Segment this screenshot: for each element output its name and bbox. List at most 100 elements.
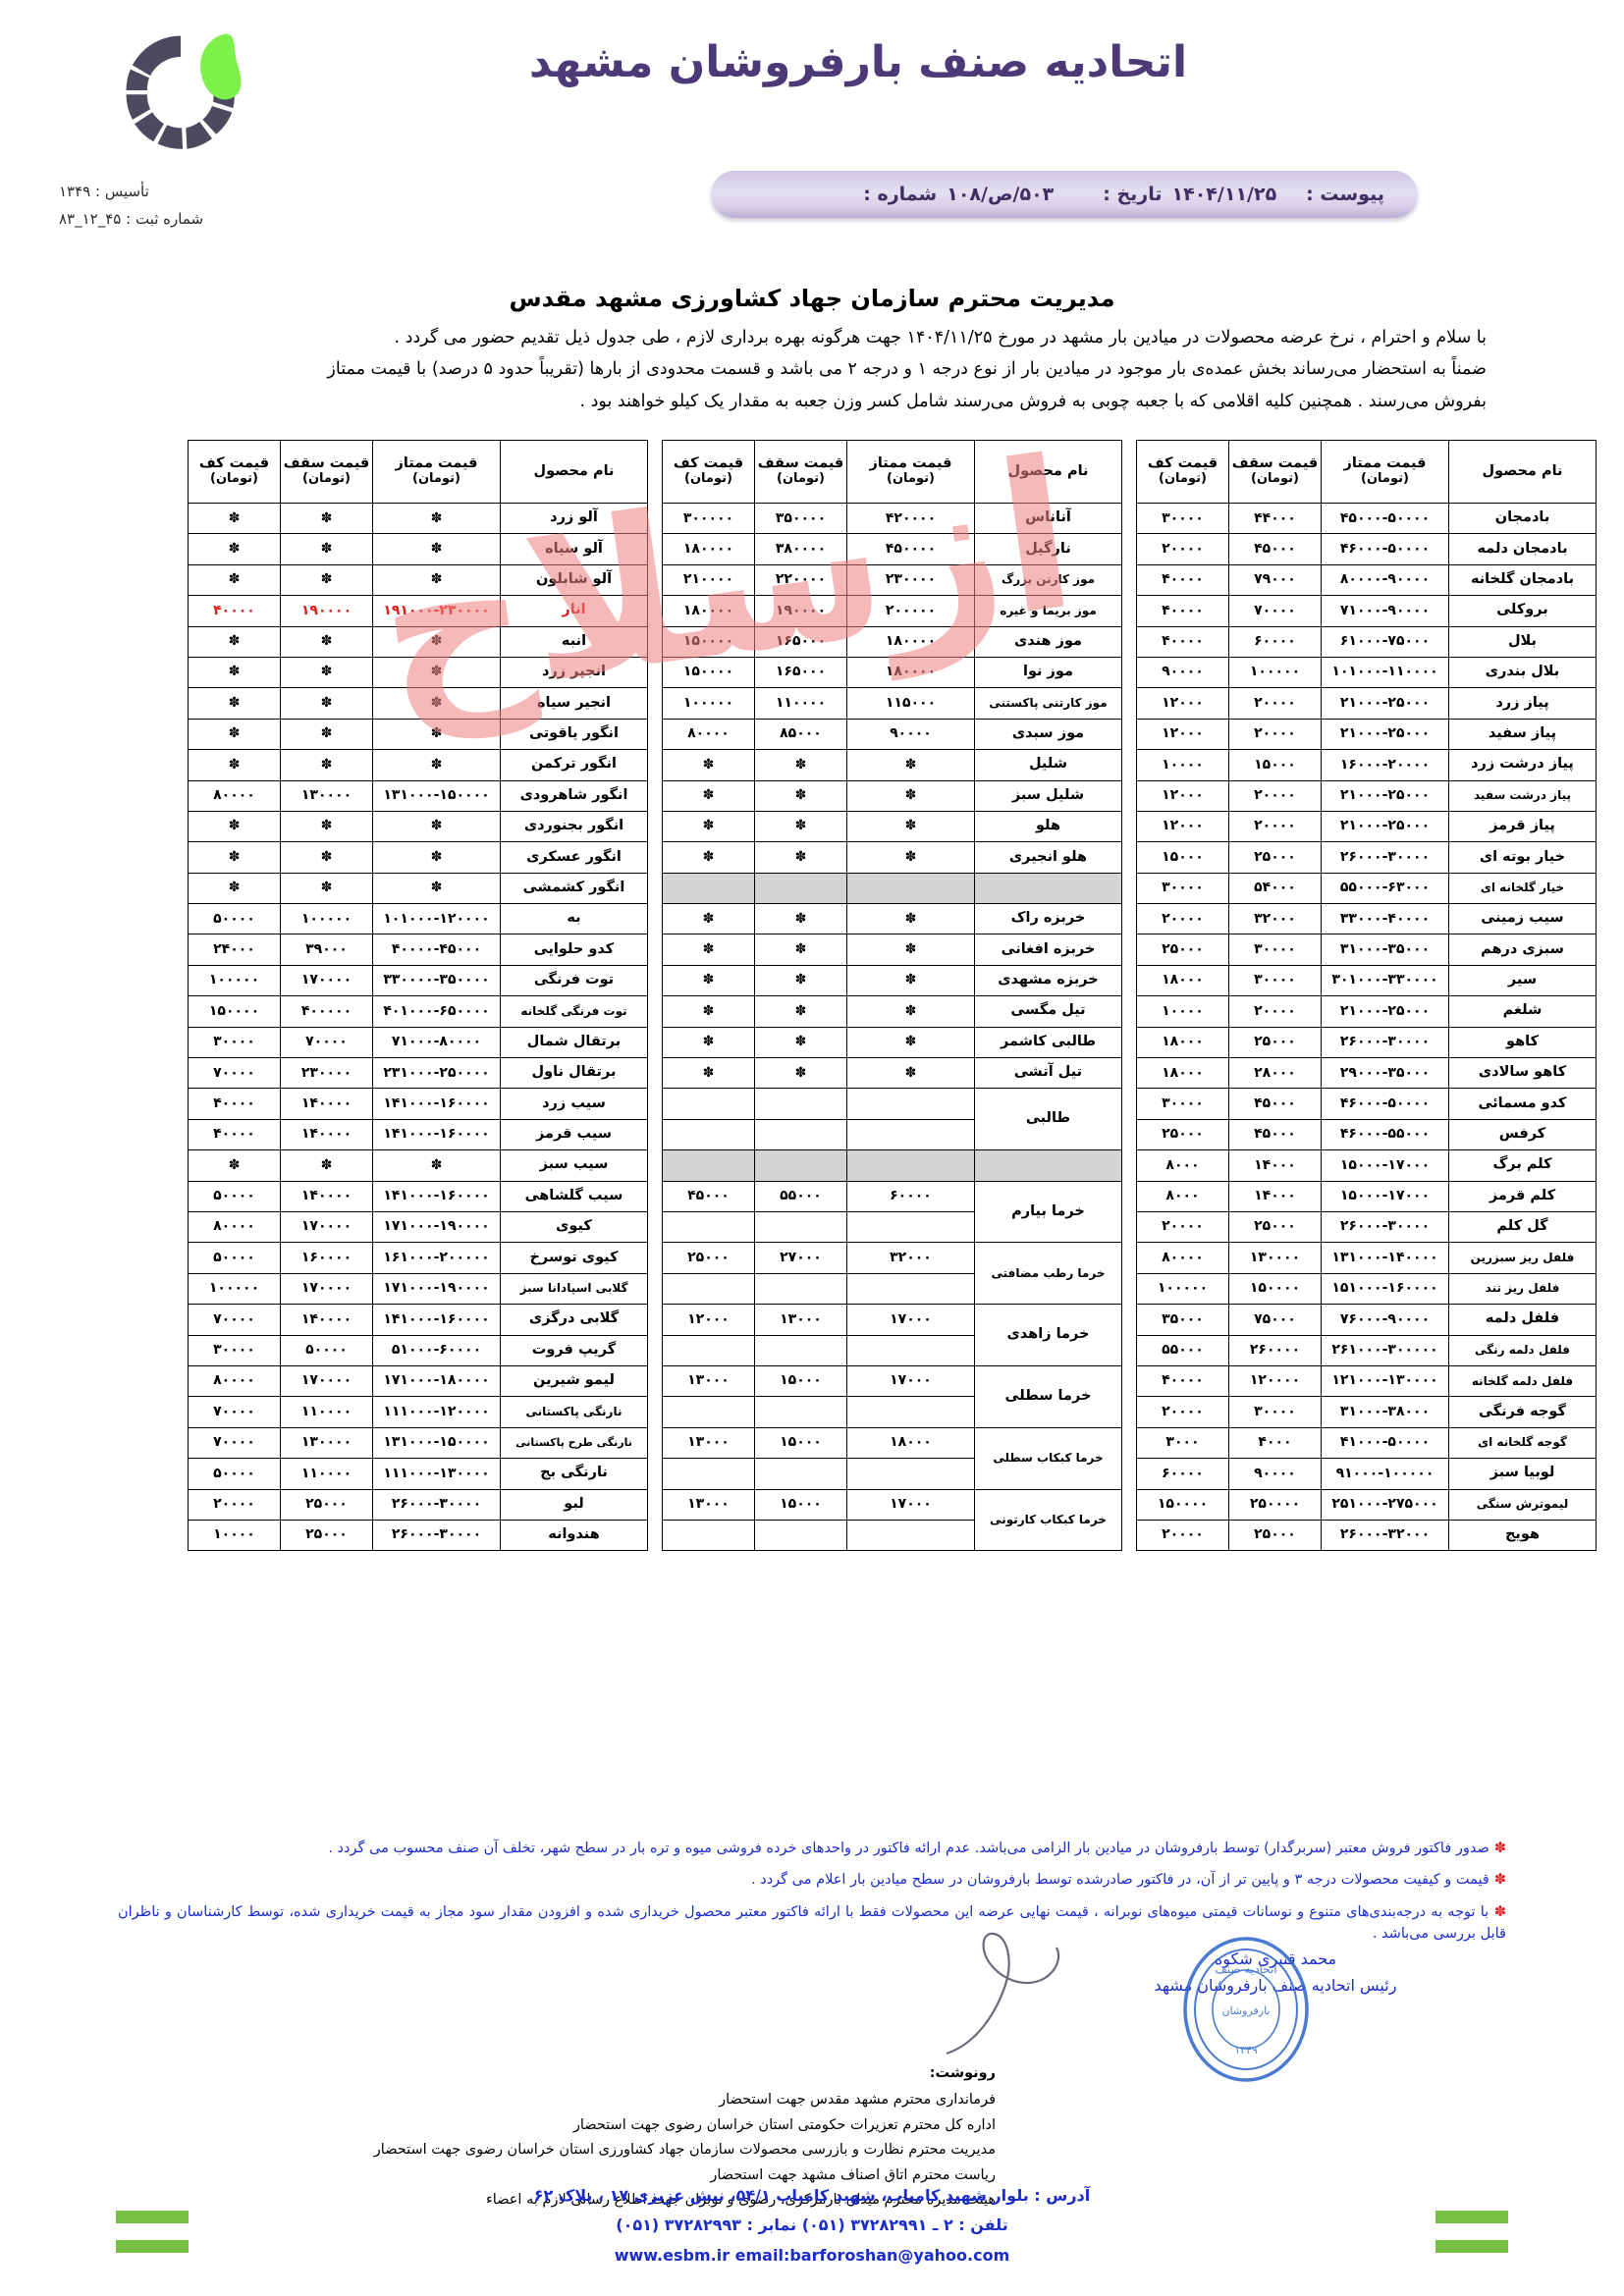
cell-floor-price: ✽ bbox=[188, 810, 281, 843]
cell-ceiling-price: ✽ bbox=[754, 964, 847, 997]
price-tables-container: نام محصول قیمت ممتاز (تومان) قیمت سقف (تومان… bbox=[27, 440, 1597, 1552]
cc-item: اداره کل محترم تعزیرات حکومتی استان خراس… bbox=[572, 2116, 996, 2133]
cell-floor-price: ✽ bbox=[188, 625, 281, 658]
cell-floor-price: ۱۲۰۰۰ bbox=[1136, 810, 1229, 843]
cell-premium-price: ۷۱۰۰۰-۸۰۰۰۰ bbox=[372, 1026, 501, 1059]
cell-ceiling-price: ۲۶۰۰۰۰ bbox=[1228, 1334, 1322, 1366]
cell-ceiling-price: ۱۴۰۰۰ bbox=[1228, 1180, 1322, 1212]
cell-ceiling-price: ۱۰۰۰۰۰ bbox=[1228, 656, 1322, 689]
cell-floor-price: ✽ bbox=[662, 1026, 755, 1059]
table-row: لیمو شیرین ۱۷۱۰۰۰-۱۸۰۰۰۰ ۱۷۰۰۰۰ ۸۰۰۰۰ bbox=[188, 1364, 648, 1398]
cell-premium-price: ۱۶۱۰۰۰-۲۰۰۰۰۰ bbox=[372, 1242, 501, 1274]
cell-floor-price: ۲۰۰۰۰ bbox=[188, 1488, 281, 1521]
cell-floor-price: ۷۰۰۰۰ bbox=[188, 1426, 281, 1460]
table-row: خرما زاهدی ۱۷۰۰۰ ۱۳۰۰۰ ۱۲۰۰۰ bbox=[662, 1304, 1122, 1366]
cell-product-name: گوجه فرنگی bbox=[1448, 1396, 1597, 1428]
cell-premium-price bbox=[846, 1118, 975, 1151]
cell-premium-price: ۴۱۰۰۰-۵۰۰۰۰ bbox=[1321, 1426, 1449, 1460]
cell-ceiling-price: ۲۵۰۰۰ bbox=[280, 1488, 373, 1521]
cell-ceiling-price: ۱۳۰۰۰۰ bbox=[1228, 1242, 1322, 1274]
table-row: شلیل سبز ✽ ✽ ✽ bbox=[662, 779, 1122, 812]
cell-premium-price: ✽ bbox=[846, 964, 975, 997]
cell-ceiling-price: ۴۰۰۰ bbox=[1228, 1426, 1322, 1460]
cell-product-name: سیب گلشاهی bbox=[500, 1180, 648, 1212]
signer-title: رئیس اتحادیه صنف بارفروشان مشهد bbox=[1154, 1976, 1397, 1996]
cell-ceiling-price: ۲۳۰۰۰۰ bbox=[280, 1057, 373, 1090]
cell-premium-price: ۳۲۰۰۰ bbox=[846, 1242, 975, 1274]
table-row: گلابی اسپادانا سبز ۱۷۱۰۰۰-۱۹۰۰۰۰ ۱۷۰۰۰۰ ۱۰۰… bbox=[188, 1272, 648, 1306]
cell-ceiling-price: ✽ bbox=[754, 779, 847, 812]
table-row bbox=[662, 1396, 1122, 1428]
cell-floor-price: ۱۲۰۰۰ bbox=[1136, 687, 1229, 720]
table-row: پیاز درشت سفید ۲۱۰۰۰-۲۵۰۰۰ ۲۰۰۰۰ ۱۲۰۰۰ bbox=[1136, 779, 1597, 812]
cell-floor-price: ۴۰۰۰۰ bbox=[188, 595, 281, 627]
cell-floor-price: ۳۰۰۰۰۰ bbox=[662, 502, 755, 535]
table-row: تیل آتشی ✽ ✽ ✽ bbox=[662, 1057, 1122, 1090]
cell-premium-price: ۷۱۰۰۰-۹۰۰۰۰ bbox=[1321, 595, 1449, 627]
cell-product-name: گلابی اسپادانا سبز bbox=[500, 1272, 648, 1306]
cell-product-name: لیمو شیرین bbox=[500, 1364, 648, 1398]
cell-premium-price: ✽ bbox=[372, 625, 501, 658]
cell-ceiling-price: ۳۹۰۰۰ bbox=[280, 934, 373, 966]
cell-premium-price: ۱۱۱۰۰۰-۱۲۰۰۰۰ bbox=[372, 1396, 501, 1428]
table-head: نام محصول قیمت ممتاز (تومان) قیمت سقف (تومان… bbox=[662, 440, 1122, 504]
cell-product-name: آناناس bbox=[974, 502, 1122, 535]
cell-ceiling-price: ۱۶۰۰۰۰ bbox=[280, 1242, 373, 1274]
cell-floor-price: ۱۸۰۰۰۰ bbox=[662, 595, 755, 627]
table-row bbox=[662, 872, 1122, 905]
table-row: سیب گلشاهی ۱۴۱۰۰۰-۱۶۰۰۰۰ ۱۴۰۰۰۰ ۵۰۰۰۰ bbox=[188, 1180, 648, 1212]
cell-product-name: پیاز درشت زرد bbox=[1448, 749, 1597, 781]
table-row: لیموترش سنگی ۲۵۱۰۰۰-۲۷۵۰۰۰ ۲۵۰۰۰۰ ۱۵۰۰۰۰ bbox=[1136, 1488, 1597, 1521]
cell-ceiling-price: ✽ bbox=[280, 872, 373, 905]
cell-ceiling-price: ✽ bbox=[280, 1149, 373, 1182]
cell-premium-price: ۱۵۱۰۰۰-۱۶۰۰۰۰ bbox=[1321, 1272, 1449, 1306]
cell-ceiling-price: ۱۲۰۰۰۰ bbox=[1228, 1364, 1322, 1398]
cell-product-name: بلال بندری bbox=[1448, 656, 1597, 689]
cell-premium-price bbox=[846, 1272, 975, 1306]
table-row: هندوانه ۲۶۰۰۰-۳۰۰۰۰ ۲۵۰۰۰ ۱۰۰۰۰ bbox=[188, 1519, 648, 1552]
cell-premium-price: ✽ bbox=[372, 872, 501, 905]
cell-premium-price: ۱۳۱۰۰۰-۱۵۰۰۰۰ bbox=[372, 779, 501, 812]
cell-ceiling-price: ۱۴۰۰۰۰ bbox=[280, 1118, 373, 1151]
table-row: انجیر زرد ✽ ✽ ✽ bbox=[188, 656, 648, 689]
cell-ceiling-price: ۶۰۰۰۰ bbox=[1228, 625, 1322, 658]
table-row: لبو ۲۶۰۰۰-۳۰۰۰۰ ۲۵۰۰۰ ۲۰۰۰۰ bbox=[188, 1488, 648, 1521]
addressee-title: مدیریت محترم سازمان جهاد کشاورزی مشهد مق… bbox=[509, 285, 1115, 312]
cell-product-name: بادمجان دلمه bbox=[1448, 533, 1597, 565]
table-row: بادمجان گلخانه ۸۰۰۰۰-۹۰۰۰۰ ۷۹۰۰۰ ۴۰۰۰۰ bbox=[1136, 563, 1597, 597]
cell-floor-price bbox=[662, 1519, 755, 1552]
table-row: کلم برگ ۱۵۰۰۰-۱۷۰۰۰ ۱۴۰۰۰ ۸۰۰۰ bbox=[1136, 1149, 1597, 1182]
cell-ceiling-price: ۴۴۰۰۰ bbox=[1228, 502, 1322, 535]
intro-line-3: بفروش می‌رسند . همچنین کلیه اقلامی که با… bbox=[579, 391, 1487, 411]
cell-floor-price: ۱۰۰۰۰۰ bbox=[188, 964, 281, 997]
th-floor-price: قیمت کف (تومان) bbox=[1136, 440, 1229, 504]
table-row: کاهو سالادی ۲۹۰۰۰-۳۵۰۰۰ ۲۸۰۰۰ ۱۸۰۰۰ bbox=[1136, 1057, 1597, 1090]
cell-premium-price: ۲۱۰۰۰-۲۵۰۰۰ bbox=[1321, 687, 1449, 720]
cell-premium-price: ۴۶۰۰۰-۵۰۰۰۰ bbox=[1321, 533, 1449, 565]
cell-product-name: فلفل دلمه رنگی bbox=[1448, 1334, 1597, 1366]
cell-floor-price: ۴۰۰۰۰ bbox=[1136, 1364, 1229, 1398]
table-row: نارنگی طرح پاکستانی ۱۳۱۰۰۰-۱۵۰۰۰۰ ۱۳۰۰۰۰ ۷۰… bbox=[188, 1426, 648, 1460]
table-row: لوبیا سبز ۹۱۰۰۰-۱۰۰۰۰۰ ۹۰۰۰۰ ۶۰۰۰۰ bbox=[1136, 1458, 1597, 1490]
cell-premium-price: ✽ bbox=[372, 687, 501, 720]
cell-floor-price: ۲۰۰۰۰ bbox=[1136, 1210, 1229, 1244]
cell-product-name: انگور عسکری bbox=[500, 841, 648, 874]
cell-ceiling-price: ۴۵۰۰۰ bbox=[1228, 1088, 1322, 1120]
date-label: تاریخ : bbox=[1103, 184, 1163, 205]
price-table-tropical: نام محصول قیمت ممتاز (تومان) قیمت سقف (تومان… bbox=[662, 440, 1122, 1552]
cell-product-name: فلفل دلمه گلخانه bbox=[1448, 1364, 1597, 1398]
cell-product-name: موز سبدی bbox=[974, 718, 1122, 751]
table-row: آلو شابلون ✽ ✽ ✽ bbox=[188, 563, 648, 597]
table-row: هلو ✽ ✽ ✽ bbox=[662, 810, 1122, 843]
cell-premium-price: ✽ bbox=[846, 995, 975, 1028]
cell-premium-price: ۲۱۰۰۰-۲۵۰۰۰ bbox=[1321, 810, 1449, 843]
cell-product-name: نارنگی بج bbox=[500, 1458, 648, 1490]
cell-product-name: خرما بیارم bbox=[974, 1180, 1122, 1244]
cell-premium-price: ۱۴۱۰۰۰-۱۶۰۰۰۰ bbox=[372, 1304, 501, 1336]
cell-floor-price: ۲۵۰۰۰ bbox=[1136, 934, 1229, 966]
cell-product-name: بروکلی bbox=[1448, 595, 1597, 627]
cell-ceiling-price: ۱۰۰۰۰۰ bbox=[280, 903, 373, 935]
cell-product-name: گوجه گلخانه ای bbox=[1448, 1426, 1597, 1460]
cc-title: رونوشت: bbox=[929, 2065, 996, 2081]
cc-item: ریاست محترم اتاق اصناف مشهد جهت استحضار bbox=[710, 2166, 996, 2183]
